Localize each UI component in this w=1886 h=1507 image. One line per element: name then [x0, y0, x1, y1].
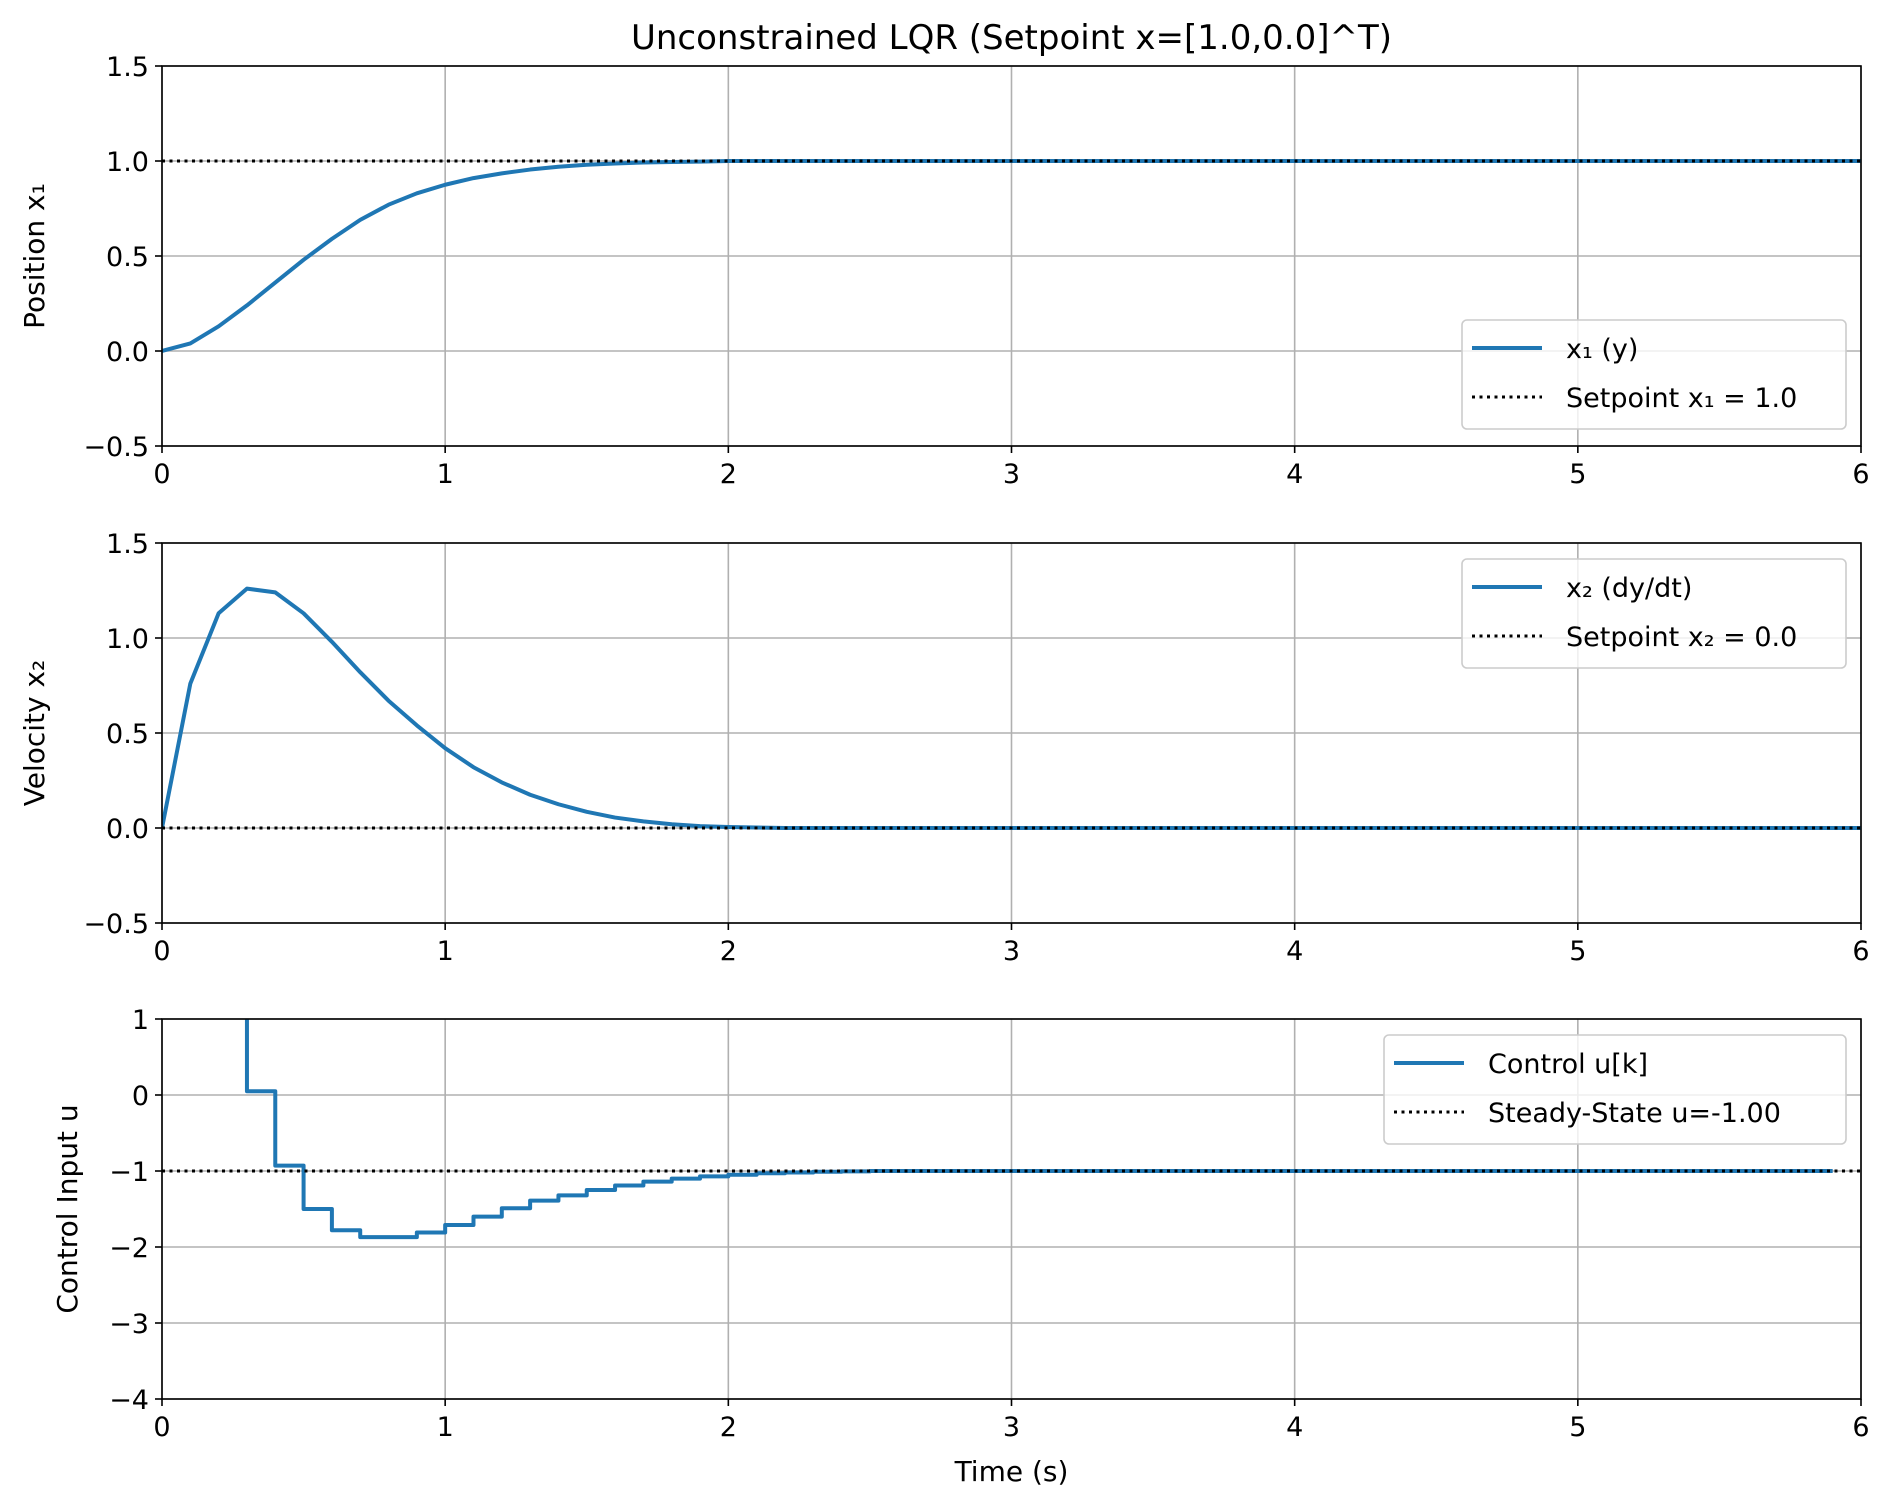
x-tick-label: 5 — [1569, 936, 1586, 967]
x-tick-label: 3 — [1003, 1412, 1020, 1443]
y-tick-label: 1 — [132, 1005, 149, 1036]
legend-box — [1461, 558, 1847, 669]
x-axis-label: Time (s) — [954, 1455, 1069, 1488]
y-tick-label: −1 — [109, 1157, 149, 1188]
legend-label-2: Setpoint x₂ = 0.0 — [1566, 622, 1797, 653]
x-tick-label: 2 — [720, 1412, 737, 1443]
y-tick-label: 0.0 — [106, 814, 149, 845]
x-tick-label: 1 — [437, 459, 454, 490]
chart-title: Unconstrained LQR (Setpoint x=[1.0,0.0]^… — [631, 18, 1392, 58]
legend-label-1: x₁ (y) — [1566, 334, 1638, 365]
x-tick-label: 4 — [1286, 459, 1303, 490]
series-line-1 — [162, 159, 1861, 353]
series-line-1 — [162, 586, 1861, 830]
x-tick-label: 6 — [1852, 459, 1869, 490]
y-tick-label: 1.0 — [106, 147, 149, 178]
series-line-1 — [244, 1019, 1833, 1240]
y-tick-label: −2 — [109, 1233, 149, 1264]
x-tick-label: 0 — [153, 459, 170, 490]
y-tick-label: 0.0 — [106, 337, 149, 368]
series-group — [162, 1019, 1861, 1240]
x-tick-label: 4 — [1286, 1412, 1303, 1443]
y-tick-label: 0.5 — [106, 242, 149, 273]
legend: x₂ (dy/dt) Setpoint x₂ = 0.0 — [1461, 558, 1847, 669]
y-tick-label: 1.5 — [106, 52, 149, 83]
x-tick-label: 4 — [1286, 936, 1303, 967]
x-tick-label: 0 — [153, 1412, 170, 1443]
y-tick-label: 1.5 — [106, 529, 149, 560]
y-tick-label: 0 — [132, 1081, 149, 1112]
series-group — [162, 159, 1861, 353]
y-tick-label: 0.5 — [106, 719, 149, 750]
legend-label-2: Setpoint x₁ = 1.0 — [1566, 383, 1797, 414]
legend-label-2: Steady-State u=-1.00 — [1488, 1098, 1781, 1129]
x-tick-label: 2 — [720, 936, 737, 967]
y-axis-label: Velocity x₂ — [18, 660, 51, 807]
x-tick-label: 2 — [720, 459, 737, 490]
y-tick-label: 1.0 — [106, 624, 149, 655]
y-tick-label: −0.5 — [83, 432, 149, 463]
legend-label-1: Control u[k] — [1488, 1049, 1648, 1080]
x-tick-label: 1 — [437, 936, 454, 967]
x-tick-label: 5 — [1569, 459, 1586, 490]
x-tick-label: 5 — [1569, 1412, 1586, 1443]
y-tick-label: −3 — [109, 1309, 149, 1340]
x-tick-label: 1 — [437, 1412, 454, 1443]
series-group — [162, 586, 1861, 830]
legend-box — [1461, 319, 1847, 430]
legend-label-1: x₂ (dy/dt) — [1566, 573, 1692, 604]
x-tick-label: 3 — [1003, 936, 1020, 967]
y-axis-label: Position x₁ — [18, 183, 51, 329]
chart-panel-1: 0 1 2 3 4 5 6 −0.5 0.0 0.5 1.0 1.5 Position x₁ Uncons… — [18, 18, 1870, 490]
x-tick-label: 6 — [1852, 936, 1869, 967]
chart-panel-3: 0 1 2 3 4 5 6 −4 −3 −2 −1 0 1 Control Input u Time (s)… — [51, 1005, 1870, 1488]
y-axis-label: Control Input u — [51, 1104, 84, 1313]
y-tick-label: −0.5 — [83, 909, 149, 940]
legend: x₁ (y) Setpoint x₁ = 1.0 — [1461, 319, 1847, 430]
x-tick-label: 6 — [1852, 1412, 1869, 1443]
x-tick-label: 3 — [1003, 459, 1020, 490]
legend: Control u[k] Steady-State u=-1.00 — [1383, 1034, 1847, 1145]
y-tick-label: −4 — [109, 1385, 149, 1416]
chart-panel-2: 0 1 2 3 4 5 6 −0.5 0.0 0.5 1.0 1.5 Velocity x₂ x₂ (dy… — [18, 529, 1870, 967]
x-tick-label: 0 — [153, 936, 170, 967]
legend-box — [1383, 1034, 1847, 1145]
